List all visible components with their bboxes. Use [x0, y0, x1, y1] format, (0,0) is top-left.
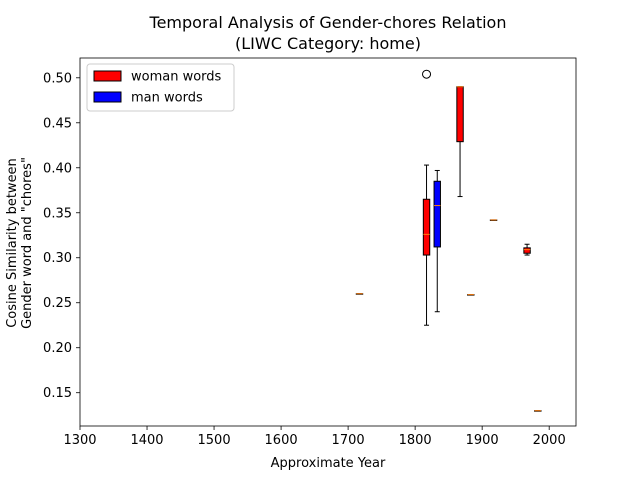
legend: woman words man words [86, 63, 235, 112]
x-tick-label: 1400 [130, 433, 163, 448]
y-tick-label: 0.35 [43, 206, 72, 221]
y-tick-label: 0.20 [43, 341, 72, 356]
box-plot [534, 410, 542, 412]
box [456, 86, 464, 143]
y-tick-label: 0.30 [43, 251, 72, 266]
y-axis: 0.15 0.20 0.25 0.30 0.35 0.40 0.45 0.50 [43, 71, 80, 401]
x-tick-label: 1300 [63, 433, 96, 448]
y-axis-label-line2: Gender word and "chores" [20, 157, 35, 329]
x-tick-label: 1900 [466, 433, 499, 448]
x-tick-label: 1500 [198, 433, 231, 448]
legend-box [86, 63, 235, 112]
x-tick-label: 1600 [265, 433, 298, 448]
box-plot [489, 219, 498, 221]
axes-frame [79, 57, 577, 427]
y-tick-label: 0.50 [43, 71, 72, 86]
box-plot [422, 69, 432, 326]
y-tick-label: 0.45 [43, 116, 72, 131]
legend-label: man words [131, 91, 203, 106]
x-tick-label: 2000 [533, 433, 566, 448]
y-tick-label: 0.15 [43, 386, 72, 401]
legend-swatch [93, 70, 122, 82]
outlier-point [422, 69, 432, 79]
box [523, 247, 531, 254]
plot-area [79, 57, 577, 427]
y-axis-label-line1: Cosine Similarity between [5, 158, 20, 328]
box-plot [523, 243, 531, 256]
chart-subtitle: (LIWC Category: home) [235, 34, 421, 53]
y-tick-label: 0.40 [43, 161, 72, 176]
legend-swatch [93, 91, 122, 103]
chart-title: Temporal Analysis of Gender-chores Relat… [149, 13, 507, 32]
box-plot [467, 294, 475, 296]
legend-label: woman words [131, 70, 222, 85]
x-tick-label: 1800 [399, 433, 432, 448]
x-axis-label: Approximate Year [271, 456, 386, 471]
x-axis: 1300 1400 1500 1600 1700 1800 1900 2000 [63, 426, 566, 448]
box-plot [355, 293, 364, 295]
x-tick-label: 1700 [332, 433, 365, 448]
y-tick-label: 0.25 [43, 296, 72, 311]
box [422, 198, 431, 256]
box-plot [433, 169, 441, 313]
box [433, 180, 441, 248]
box-plot [456, 86, 464, 198]
